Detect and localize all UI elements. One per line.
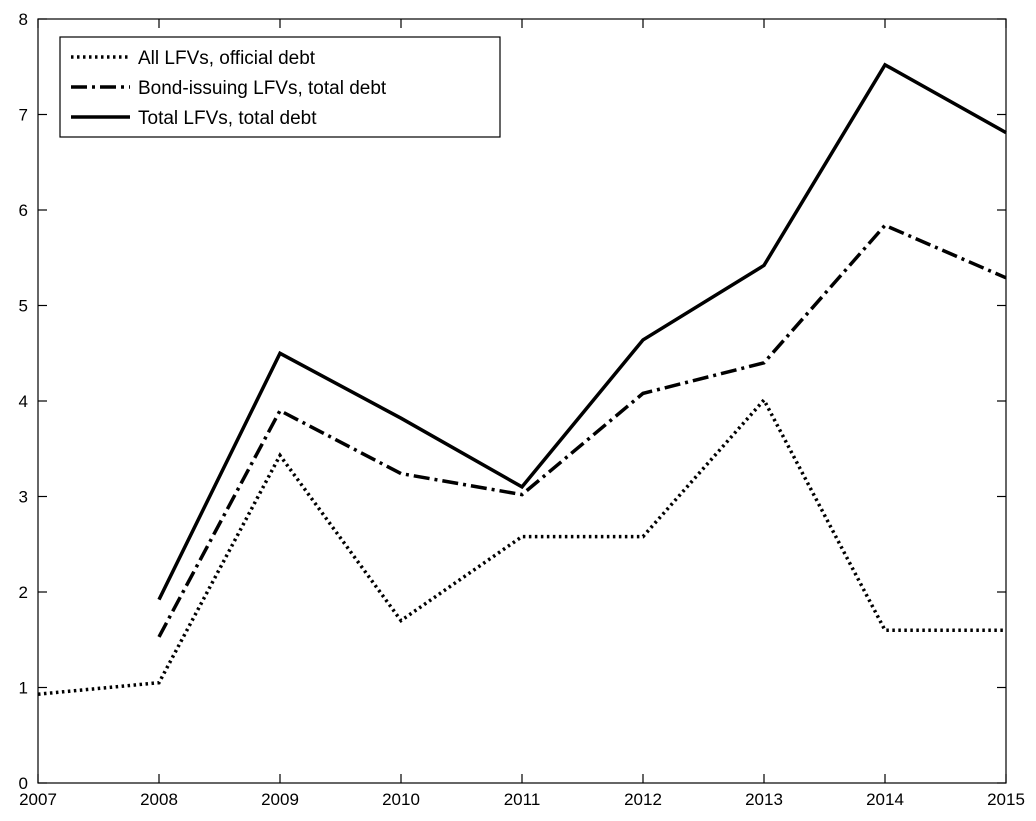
x-tick-label: 2011 [504,790,541,809]
legend-label-1: Bond-issuing LFVs, total debt [138,78,387,99]
x-tick-label: 2009 [261,790,299,809]
legend-label-0: All LFVs, official debt [138,48,316,69]
series-layer [37,62,1007,696]
y-tick-label: 5 [19,297,28,316]
series-line-0 [37,396,1006,696]
y-tick-label: 3 [19,488,28,507]
series-line-2 [157,62,1007,601]
x-tick-label: 2013 [745,790,783,809]
x-tick-label: 2012 [624,790,662,809]
x-tick-label: 2007 [19,790,57,809]
x-tick-label: 2008 [140,790,178,809]
y-tick-label: 4 [19,392,28,411]
x-tick-label: 2014 [866,790,904,809]
y-tick-label: 1 [19,679,28,698]
plot-area [38,19,1006,783]
legend: All LFVs, official debt Bond-issuing LFVs… [59,36,501,138]
series-line-1 [157,223,1007,638]
x-tick-label: 2010 [382,790,420,809]
legend-box [59,36,501,138]
y-tick-label: 8 [19,10,28,29]
legend-label-2: Total LFVs, total debt [138,108,317,129]
y-tick-label: 6 [19,201,28,220]
y-tick-label: 0 [19,774,28,793]
y-tick-label: 7 [19,106,28,125]
y-tick-label: 2 [19,583,28,602]
x-tick-label: 2015 [987,790,1025,809]
axes-layer: 2007 2008 2009 2010 2011 2012 2013 2014 2015 0 1 2 3… [19,10,1025,809]
